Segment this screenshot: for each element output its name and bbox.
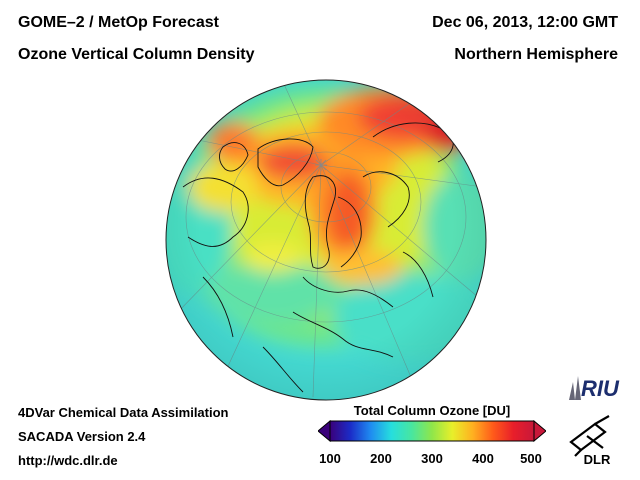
- riu-logo-mark: [569, 376, 581, 400]
- colorbar-tick-400: 400: [472, 451, 494, 466]
- dlr-logo: DLR: [569, 415, 611, 467]
- colorbar-gradient: [329, 420, 535, 442]
- forecast-date: Dec 06, 2013, 12:00 GMT: [432, 14, 618, 31]
- ozone-globe-map: [165, 79, 487, 401]
- riu-logo: RIU: [569, 376, 620, 401]
- colorbar-tick-500: 500: [520, 451, 542, 466]
- dlr-logo-mark: [569, 415, 610, 457]
- colorbar-title: Total Column Ozone [DU]: [353, 403, 511, 418]
- colorbar: [318, 420, 546, 442]
- colorbar-tick-300: 300: [421, 451, 443, 466]
- region-label: Northern Hemisphere: [454, 46, 618, 63]
- title-line-2: Ozone Vertical Column Density: [18, 46, 255, 63]
- colorbar-tick-200: 200: [370, 451, 392, 466]
- info-line-1: 4DVar Chemical Data Assimilation: [18, 405, 229, 420]
- info-line-2: SACADA Version 2.4: [18, 429, 146, 444]
- dlr-logo-text: DLR: [584, 452, 611, 467]
- info-url[interactable]: http://wdc.dlr.de: [18, 453, 118, 468]
- colorbar-high-arrow: [533, 420, 546, 442]
- title-line-1: GOME–2 / MetOp Forecast: [18, 14, 219, 31]
- riu-logo-text: RIU: [581, 376, 620, 401]
- colorbar-low-arrow: [318, 420, 331, 442]
- colorbar-tick-100: 100: [319, 451, 341, 466]
